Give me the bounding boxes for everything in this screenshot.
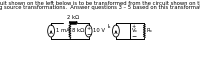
Text: using source transformations.  Answer questions 3 – 5 based on this transformati: using source transformations. Answer que… <box>0 5 200 10</box>
Text: 8 kΩ: 8 kΩ <box>72 28 84 34</box>
Text: Rₓ: Rₓ <box>147 28 153 34</box>
Text: 1 mA: 1 mA <box>56 28 70 34</box>
Text: +: + <box>87 26 91 31</box>
Text: −: − <box>86 31 91 36</box>
Text: The circuit shown on the left below is to be transformed from the circuit shown : The circuit shown on the left below is t… <box>0 1 200 6</box>
Text: 10 V: 10 V <box>93 28 105 34</box>
Text: +: + <box>131 24 135 29</box>
Text: Iₛ: Iₛ <box>107 23 111 28</box>
Text: 2 kΩ: 2 kΩ <box>67 15 79 20</box>
Text: −: − <box>131 33 137 38</box>
Text: Vₓ: Vₓ <box>132 28 138 34</box>
